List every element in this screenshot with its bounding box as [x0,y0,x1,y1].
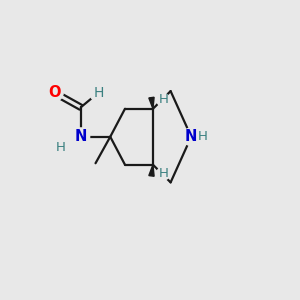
Circle shape [157,167,170,180]
Circle shape [46,84,63,101]
Polygon shape [149,97,154,109]
Circle shape [157,94,170,106]
Circle shape [182,128,200,146]
Text: H: H [93,85,104,100]
Text: H: H [158,167,168,180]
Text: O: O [48,85,61,100]
Text: N: N [75,129,87,144]
Text: H: H [158,93,168,106]
Circle shape [54,141,67,154]
Text: H: H [197,130,207,143]
Circle shape [90,84,107,101]
Text: N: N [185,129,197,144]
Text: H: H [55,141,65,154]
Polygon shape [149,165,154,176]
Circle shape [72,128,90,146]
